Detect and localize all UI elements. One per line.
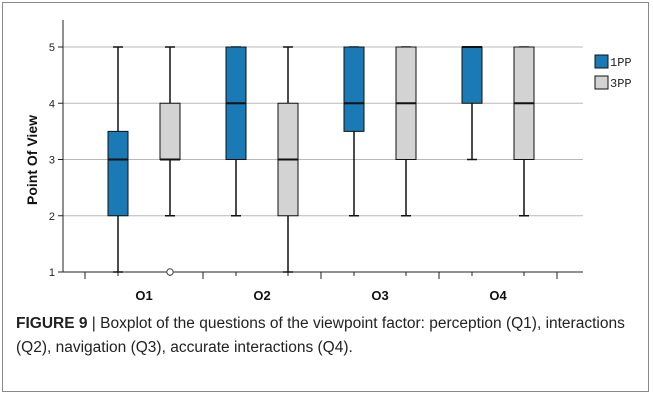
y-tick-label-3: 3	[49, 155, 55, 167]
x-tick-label-Q3: Q3	[371, 288, 388, 300]
y-tick-label-5: 5	[49, 42, 55, 54]
boxes	[107, 46, 535, 276]
legend-swatch-3PP	[594, 75, 609, 90]
figure-frame	[2, 2, 649, 392]
figure-caption: FIGURE 9 | Boxplot of the questions of t…	[16, 312, 641, 360]
y-tick-label-4: 4	[49, 98, 55, 110]
box-1PP-Q1	[107, 130, 129, 217]
legend-label-3PP: 3PP	[610, 77, 632, 91]
caption-label: FIGURE 9	[16, 315, 88, 332]
y-axis-label: Point Of View	[24, 115, 40, 205]
y-tick-label-2: 2	[49, 211, 55, 223]
box-3PP-Q1	[159, 102, 181, 160]
legend: 1PP 3PP	[594, 54, 632, 91]
box-1PP-Q3	[343, 46, 365, 132]
outlier-3PP-Q1-0	[166, 268, 174, 276]
y-tick-label-1: 1	[49, 267, 55, 279]
x-tick-label-Q1: Q1	[135, 288, 152, 300]
legend-label-1PP: 1PP	[610, 56, 632, 70]
legend-swatch-1PP	[594, 54, 609, 69]
axes: 1 2 3 4 5 Q1 Q2 Q3 Q4	[49, 20, 583, 300]
grid-lines	[63, 46, 583, 217]
caption-text: | Boxplot of the questions of the viewpo…	[16, 315, 625, 356]
box-1PP-Q4	[461, 46, 483, 104]
x-tick-label-Q2: Q2	[253, 288, 270, 300]
x-tick-label-Q4: Q4	[489, 288, 507, 300]
boxplot-chart: 1 2 3 4 5 Q1 Q2 Q3 Q4 1PP 3PP Point Of View	[24, 20, 632, 300]
